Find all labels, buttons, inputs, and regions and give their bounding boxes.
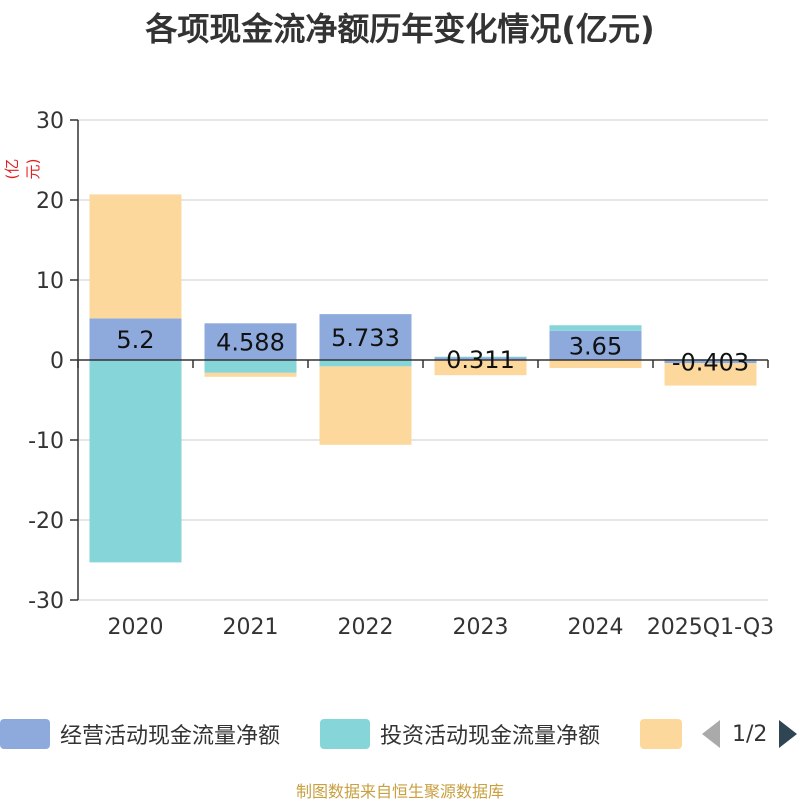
bar-2025Q1-Q3-series-2 <box>664 363 757 386</box>
y-tick-label: 0 <box>50 349 64 374</box>
legend-item-investing[interactable]: 投资活动现金流量净额 <box>320 712 600 756</box>
legend-label-investing: 投资活动现金流量净额 <box>380 724 601 749</box>
legend-page-indicator: 1/2 <box>732 721 768 747</box>
legend-pager: 1/2 <box>702 712 798 756</box>
data-labels: 5.2 4.588 5.733 0.311 3.65 -0.403 <box>116 324 749 377</box>
bar-2021-series-2 <box>204 372 297 377</box>
x-tick-label: 2024 <box>568 615 624 640</box>
bar-chart: 30 20 10 0 -10 -20 -30 2020 2021 2022 2023 2024 2025… <box>28 109 774 640</box>
bar-2020-series-1 <box>89 360 182 563</box>
data-label-2022: 5.733 <box>331 324 400 352</box>
grid-lines <box>78 119 768 601</box>
bar-2022-series-1 <box>319 360 412 367</box>
bar-2022-series-0 <box>319 314 412 360</box>
x-tick-label: 2025Q1-Q3 <box>647 615 774 640</box>
bar-2020-series-2 <box>89 194 182 319</box>
data-label-2023: 0.311 <box>446 346 515 374</box>
bar-2023-series-2 <box>434 360 527 376</box>
data-label-2020: 5.2 <box>116 326 154 354</box>
bar-2021-series-1 <box>204 360 297 373</box>
data-label-2024: 3.65 <box>569 332 622 360</box>
legend-swatch-investing <box>320 719 370 749</box>
x-tick-label: 2020 <box>108 615 164 640</box>
legend-item-operating[interactable]: 经营活动现金流量净额 <box>0 712 280 756</box>
bar-2022-series-2 <box>319 366 412 445</box>
bars <box>89 194 757 563</box>
legend-item-financing[interactable] <box>640 712 682 756</box>
y-tick-label: 20 <box>36 189 64 214</box>
y-tick-label: -10 <box>28 429 64 454</box>
bar-2024-series-1 <box>549 325 642 331</box>
bar-2024-series-2 <box>549 360 642 368</box>
y-tick-label: 10 <box>36 269 64 294</box>
x-tick-label: 2022 <box>338 615 394 640</box>
bar-2021-series-0 <box>204 323 297 360</box>
bar-2023-series-1 <box>434 356 527 358</box>
legend: 经营活动现金流量净额 投资活动现金流量净额 1/2 <box>0 712 800 756</box>
bar-2023-series-0 <box>434 357 527 360</box>
y-tick-label: -20 <box>28 509 64 534</box>
bar-2025Q1-Q3-series-0 <box>664 360 757 364</box>
axes: 30 20 10 0 -10 -20 -30 2020 2021 2022 2023 2024 2025… <box>28 109 774 640</box>
legend-label-operating: 经营活动现金流量净额 <box>60 724 281 749</box>
chart-title: 各项现金流净额历年变化情况(亿元) <box>145 10 655 48</box>
legend-swatch-financing <box>640 719 682 749</box>
data-label-2021: 4.588 <box>216 329 285 357</box>
legend-next-page-icon[interactable] <box>779 720 798 748</box>
legend-swatch-operating <box>0 719 50 749</box>
data-label-2025Q1-Q3: -0.403 <box>672 349 749 377</box>
x-tick-label: 2021 <box>223 615 279 640</box>
legend-prev-page-icon[interactable] <box>702 720 720 748</box>
y-tick-label: -30 <box>28 589 64 614</box>
bar-2024-series-0 <box>549 330 642 360</box>
bar-2020-series-0 <box>89 318 182 360</box>
data-source-note: 制图数据来自恒生聚源数据库 <box>295 782 504 801</box>
x-tick-label: 2023 <box>453 615 509 640</box>
y-tick-label: 30 <box>36 109 64 134</box>
